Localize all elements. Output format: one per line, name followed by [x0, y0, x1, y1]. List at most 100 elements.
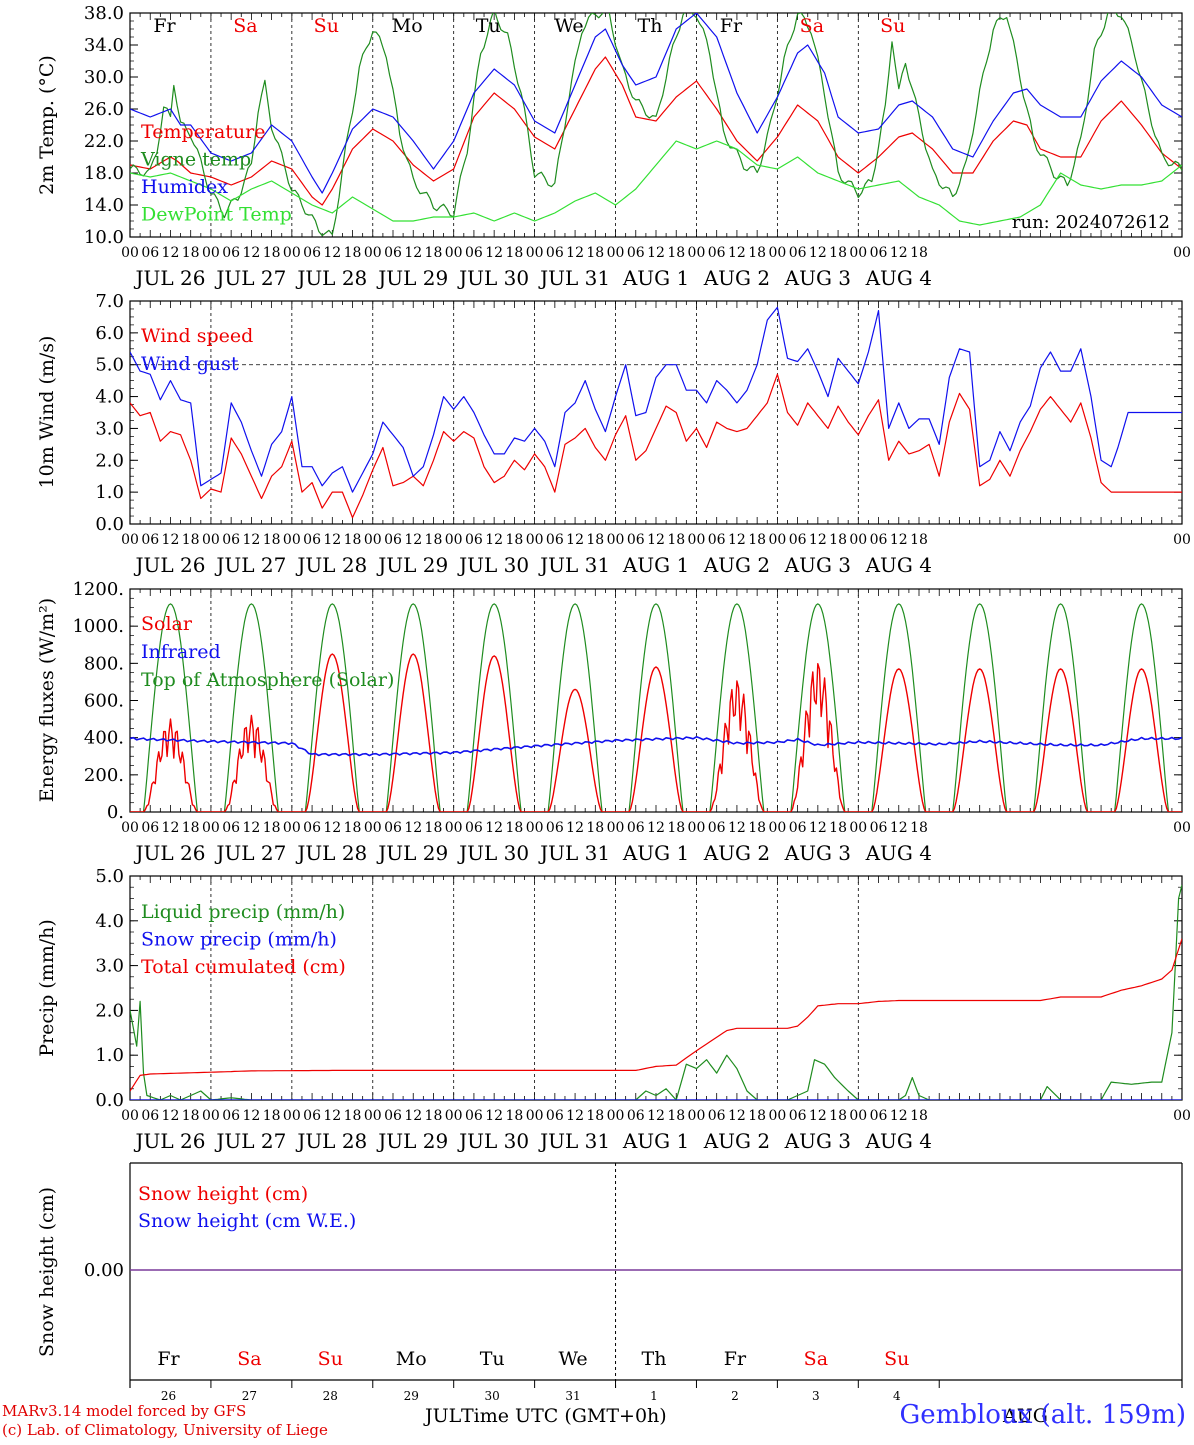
hour-tick-label: 12: [647, 820, 665, 836]
hour-tick-label: 18: [667, 820, 685, 836]
date-label: AUG 1: [622, 553, 689, 577]
date-label: AUG 1: [622, 841, 689, 865]
legend-entry: Temperature: [141, 121, 265, 143]
date-label: JUL 31: [538, 553, 610, 577]
hour-tick-label: 00: [445, 532, 463, 548]
y-tick-label: 200.: [84, 765, 124, 786]
hour-tick-label: 12: [242, 245, 260, 261]
hour-tick-label: 12: [404, 1108, 422, 1124]
hour-tick-label: 12: [162, 820, 180, 836]
y-tick-label: 600.: [84, 691, 124, 712]
legend-entry: Wind gust: [141, 353, 239, 375]
hour-tick-label: 18: [263, 245, 281, 261]
series-line-0: [130, 56, 1182, 206]
hour-tick-label: 12: [566, 245, 584, 261]
panel-snow: 0.00 Snow height (cm) Snow height (cm) Snow…: [36, 1162, 1183, 1403]
hour-tick-label: 18: [505, 820, 523, 836]
hour-tick-label: 00: [283, 820, 301, 836]
hour-tick-label: 18: [586, 245, 604, 261]
hour-tick-label: 18: [829, 245, 847, 261]
legend-entry: Total cumulated (cm): [141, 956, 346, 978]
series-line-2: [130, 938, 1182, 1092]
date-label: JUL 31: [538, 266, 610, 290]
hour-tick-label: 00: [283, 245, 301, 261]
weekday-label: Mo: [396, 1348, 427, 1370]
weekday-label: We: [558, 1348, 587, 1370]
hour-tick-label: 00: [283, 1108, 301, 1124]
hour-tick-label: 06: [627, 532, 645, 548]
panel-energy: 0. 200. 400. 600. 800. 1000. 1200. Energy fluxe…: [36, 579, 1191, 865]
panel-wind: 0.0 1.0 2.0 3.0 4.0 5.0 6.0 7.0 10m Wind (m/s) 00…: [36, 291, 1191, 577]
hour-tick-label: 12: [485, 245, 503, 261]
hour-tick-label: 18: [829, 532, 847, 548]
date-label: AUG 4: [865, 553, 932, 577]
y-tick-label: 5.0: [95, 866, 124, 887]
y-tick-label: 7.0: [95, 291, 124, 312]
hour-tick-label: 06: [141, 245, 159, 261]
series-line-0: [130, 884, 1182, 1100]
weekday-label: Mo: [392, 15, 423, 37]
y-tick-label: 2.0: [95, 1000, 124, 1021]
hour-tick-label: 12: [809, 820, 827, 836]
weekday-label: Su: [884, 1348, 909, 1370]
y-tick-label: 4.0: [95, 387, 124, 408]
day-number-label: 31: [565, 1389, 580, 1403]
hour-tick-label: 12: [323, 1108, 341, 1124]
hour-tick-label: 18: [586, 532, 604, 548]
hour-tick-label: 00: [768, 1108, 786, 1124]
series-line-1: [130, 306, 1182, 493]
hour-tick-label: 06: [546, 820, 564, 836]
hour-tick-label: 12: [162, 1108, 180, 1124]
hour-tick-label: 00: [445, 820, 463, 836]
hour-tick-label: 18: [505, 532, 523, 548]
legend-entry: Snow height (cm W.E.): [138, 1210, 356, 1232]
hour-tick-label: 18: [182, 245, 200, 261]
hour-tick-label: 00: [768, 532, 786, 548]
hour-tick-label: 00: [688, 245, 706, 261]
hour-tick-label: 00: [849, 820, 867, 836]
month-label-aug: AUG: [1003, 1405, 1048, 1427]
hour-tick-label: 18: [182, 532, 200, 548]
y-tick-label: 30.0: [84, 67, 124, 88]
hour-tick-label: 06: [222, 1108, 240, 1124]
hour-tick-label: 12: [162, 245, 180, 261]
y-tick-label: 1.0: [95, 1045, 124, 1066]
legend-entry: Wind speed: [141, 325, 253, 347]
hour-tick-label: 00: [768, 820, 786, 836]
hour-tick-label: 18: [910, 1108, 928, 1124]
hour-tick-label: 00: [849, 1108, 867, 1124]
solar-line: [130, 653, 1182, 812]
date-label: JUL 28: [295, 1129, 367, 1153]
y-tick-label: 38.0: [84, 3, 124, 24]
hour-tick-label: 06: [708, 532, 726, 548]
day-number-label: 30: [485, 1389, 500, 1403]
series-group: [130, 884, 1182, 1100]
date-label: JUL 29: [376, 553, 448, 577]
date-label: AUG 2: [703, 553, 770, 577]
hour-tick-label: 12: [323, 245, 341, 261]
date-label: JUL 28: [295, 266, 367, 290]
hour-tick-label: 12: [890, 820, 908, 836]
y-tick-label: 1200.: [72, 579, 124, 600]
date-label: JUL 30: [457, 841, 529, 865]
hour-tick-label: 06: [870, 820, 888, 836]
date-label: JUL 27: [214, 266, 286, 290]
date-label: AUG 3: [784, 266, 851, 290]
lab-credit: (c) Lab. of Climatology, University of L…: [2, 1421, 328, 1439]
weekday-label: Sa: [800, 15, 824, 37]
hour-tick-label: 12: [809, 1108, 827, 1124]
weekday-label: Su: [318, 1348, 343, 1370]
y-tick-label: 22.0: [84, 131, 124, 152]
hour-tick-label: 12: [890, 532, 908, 548]
y-axis-label: Energy fluxes (W/m²): [36, 598, 58, 802]
hour-tick-label: 18: [182, 1108, 200, 1124]
series-line-0: [130, 373, 1182, 519]
date-label: AUG 3: [784, 1129, 851, 1153]
hour-tick-label: 18: [667, 1108, 685, 1124]
date-label: AUG 4: [865, 841, 932, 865]
hour-tick-label: 18: [344, 245, 362, 261]
hour-tick-label: 12: [566, 820, 584, 836]
weekday-label: Fr: [157, 1348, 180, 1370]
hour-tick-label: 06: [708, 1108, 726, 1124]
weekday-label: Th: [642, 1348, 667, 1370]
